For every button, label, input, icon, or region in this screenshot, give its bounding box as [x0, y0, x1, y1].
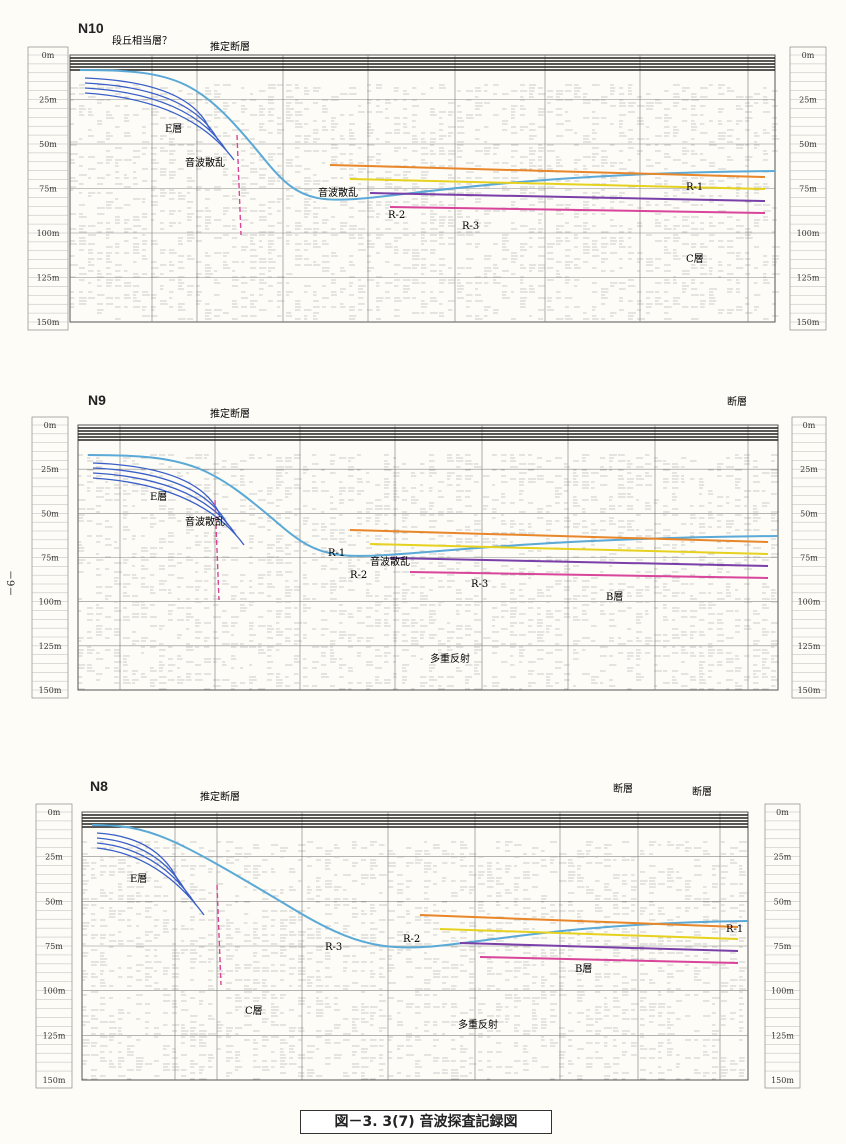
- label-scatter1: 音波散乱: [185, 156, 225, 169]
- label-multiple: 多重反射: [458, 1018, 498, 1031]
- horizon-reflector: [410, 572, 768, 578]
- label-r3: R-3: [325, 942, 342, 953]
- scale-label: 125m: [37, 274, 60, 283]
- scale-label: 125m: [39, 642, 62, 651]
- panel-n8: N8 0m 25m 50m 75m 100m 125m 150m 0m 25m 50m 75m 100…: [0, 760, 846, 1095]
- scale-label: 0m: [44, 421, 57, 430]
- label-e-layer: E層: [150, 491, 167, 503]
- scale-label: 150m: [797, 318, 820, 327]
- scale-label: 25m: [800, 465, 818, 474]
- label-c-layer: C層: [686, 253, 704, 265]
- scale-label: 75m: [774, 942, 792, 951]
- horizon-reflector: [350, 530, 768, 542]
- noise-texture: [70, 85, 780, 319]
- scale-label: 25m: [45, 853, 63, 862]
- scale-label: 0m: [48, 808, 61, 817]
- estimated-fault-line: [217, 885, 221, 985]
- label-fault-est: 推定断層: [210, 407, 250, 420]
- scale-label: 100m: [37, 229, 60, 238]
- scale-label: 50m: [799, 140, 817, 149]
- scale-label: 75m: [41, 554, 59, 563]
- figure-caption: 図－3. 3(7) 音波探査記録図: [300, 1110, 552, 1134]
- scale-label: 150m: [798, 686, 821, 695]
- scale-label: 75m: [800, 554, 818, 563]
- scale-label: 125m: [797, 274, 820, 283]
- side-page-number: －9－: [2, 570, 17, 596]
- panel-n9: N9 0m 25m 50m 75m 100m 125m 150m 0m 25m 50m 75m 100…: [0, 370, 846, 705]
- scale-label: 125m: [43, 1031, 66, 1040]
- scale-label: 50m: [41, 509, 59, 518]
- label-fault-est: 推定断層: [210, 40, 250, 53]
- e-layer-reflector: [97, 848, 204, 915]
- scale-label: 25m: [799, 96, 817, 105]
- scale-label: 150m: [37, 318, 60, 327]
- horizon-reflector: [390, 207, 765, 213]
- scale-label: 150m: [39, 686, 62, 695]
- scale-label: 50m: [45, 897, 63, 906]
- seismic-profile-n8: 0m 25m 50m 75m 100m 125m 150m 0m 25m 50m 75m 100m 12…: [0, 760, 846, 1095]
- seismic-profile-n9: 0m 25m 50m 75m 100m 125m 150m 0m 25m 50m 75m 100m 12…: [0, 370, 846, 705]
- scale-label: 100m: [797, 229, 820, 238]
- scale-label: 75m: [45, 942, 63, 951]
- scale-label: 0m: [803, 421, 816, 430]
- horizon-reflector: [370, 193, 765, 201]
- label-multiple: 多重反射: [430, 652, 470, 665]
- scale-label: 100m: [798, 598, 821, 607]
- scale-label: 75m: [39, 185, 57, 194]
- scale-label: 125m: [798, 642, 821, 651]
- e-layer-reflector: [97, 838, 188, 895]
- horizon-reflector: [440, 929, 738, 939]
- label-c-layer: C層: [245, 1005, 263, 1017]
- label-scatter2: 音波散乱: [370, 555, 410, 568]
- label-r3: R-3: [471, 579, 488, 590]
- label-r2: R-2: [350, 570, 367, 581]
- scale-label: 50m: [800, 509, 818, 518]
- scale-label: 150m: [771, 1076, 794, 1085]
- horizon-reflector: [390, 558, 768, 566]
- scale-label: 100m: [771, 987, 794, 996]
- scale-label: 0m: [776, 808, 789, 817]
- label-r2: R-2: [388, 210, 405, 221]
- label-fault1: 断層: [613, 782, 633, 795]
- label-b-layer: B層: [575, 963, 592, 975]
- label-e-layer: E層: [165, 123, 182, 135]
- label-e-layer: E層: [130, 873, 147, 885]
- scale-label: 125m: [771, 1031, 794, 1040]
- scale-label: 25m: [41, 465, 59, 474]
- label-scatter2: 音波散乱: [318, 186, 358, 199]
- seismic-profile-n10: 0m 25m 50m 75m 100m 125m 150m 0m 25m 50m 75m 100m 12…: [0, 0, 846, 335]
- label-r1: R-1: [686, 182, 703, 193]
- panel-n10: N10 0m 25m 50m 75m 100m 125m 150m 0m 25m 50m 75m 10…: [0, 0, 846, 335]
- scale-label: 50m: [774, 897, 792, 906]
- scale-label: 100m: [39, 598, 62, 607]
- label-r3: R-3: [462, 221, 479, 232]
- label-scatter1: 音波散乱: [185, 515, 225, 528]
- label-r2: R-2: [403, 934, 420, 945]
- label-b-layer: B層: [606, 591, 623, 603]
- label-terrace: 段丘相当層？: [112, 34, 172, 47]
- scale-label: 25m: [774, 853, 792, 862]
- scale-label: 0m: [42, 51, 55, 60]
- scale-label: 150m: [43, 1076, 66, 1085]
- label-r1: R-1: [328, 548, 345, 559]
- scale-label: 75m: [799, 185, 817, 194]
- scale-label: 50m: [39, 140, 57, 149]
- label-r1: R-1: [726, 924, 743, 935]
- label-fault: 断層: [727, 395, 747, 408]
- scale-label: 0m: [802, 51, 815, 60]
- label-fault2: 断層: [692, 785, 712, 798]
- scale-label: 25m: [39, 96, 57, 105]
- scale-label: 100m: [43, 987, 66, 996]
- label-fault-est: 推定断層: [200, 790, 240, 803]
- estimated-fault-line: [237, 135, 241, 235]
